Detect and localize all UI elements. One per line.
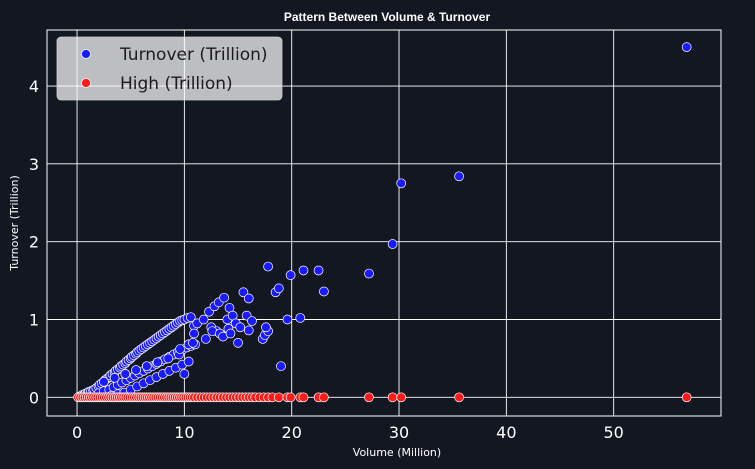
y-tick-label: 1 [29, 311, 39, 330]
data-point [387, 392, 398, 403]
y-axis-label: Turnover (Trillion) [8, 175, 21, 271]
x-tick-label: 0 [72, 423, 82, 442]
data-point [285, 270, 296, 280]
x-axis-ticks: 0 10 20 30 40 50 [72, 423, 624, 442]
data-point [364, 268, 374, 279]
y-tick-label: 3 [29, 155, 39, 174]
data-point [198, 314, 209, 325]
data-point [185, 312, 196, 323]
data-point [120, 369, 131, 379]
series-1 [73, 392, 692, 403]
legend-label-high: High (Trillion) [120, 74, 233, 94]
plot-frame [46, 29, 722, 417]
data-point [152, 357, 163, 368]
y-axis-ticks: 0 1 2 3 4 [29, 77, 39, 407]
data-point [276, 361, 286, 372]
x-tick-label: 30 [389, 423, 409, 442]
data-point [131, 365, 141, 375]
data-point [298, 265, 309, 276]
data-point [238, 287, 249, 298]
data-point [200, 334, 211, 344]
data-point [109, 373, 120, 383]
data-point [454, 171, 464, 182]
data-point [273, 392, 284, 403]
data-point [189, 328, 199, 339]
data-point [298, 392, 309, 403]
data-point [225, 328, 236, 339]
data-point [163, 353, 174, 364]
legend-box [56, 36, 283, 101]
y-tick-label: 0 [29, 388, 39, 407]
data-point [282, 314, 293, 325]
data-point [387, 239, 398, 249]
x-tick-label: 40 [496, 423, 516, 442]
data-point [396, 178, 407, 189]
data-point [681, 392, 692, 403]
data-point [261, 322, 271, 333]
x-tick-label: 50 [603, 423, 623, 442]
y-tick-label: 2 [29, 233, 39, 252]
x-tick-label: 20 [282, 423, 302, 442]
data-points [73, 42, 692, 403]
data-point [247, 316, 257, 326]
data-point [188, 337, 198, 348]
data-point [183, 356, 194, 367]
grid [47, 30, 721, 416]
data-point [263, 261, 273, 272]
data-point [285, 392, 296, 403]
legend-marker-turnover [81, 49, 91, 59]
chart-title: Pattern Between Volume & Turnover [284, 10, 491, 24]
data-point [243, 325, 254, 336]
data-point [319, 286, 329, 297]
data-point [179, 369, 190, 379]
data-point [99, 376, 109, 387]
legend-label-turnover: Turnover (Trillion) [119, 45, 268, 65]
data-point [141, 361, 152, 372]
data-point [396, 392, 407, 403]
series-0 [74, 42, 692, 402]
data-point [233, 337, 243, 348]
y-tick-label: 4 [29, 77, 39, 96]
data-point [454, 392, 464, 403]
data-point [235, 322, 246, 333]
data-point [219, 292, 229, 303]
data-point [313, 265, 324, 276]
legend-marker-high [81, 78, 91, 88]
data-point [175, 344, 185, 354]
data-point [364, 392, 374, 403]
data-point [295, 313, 306, 323]
data-point [681, 42, 692, 52]
data-point [273, 283, 284, 294]
data-point [319, 392, 329, 403]
legend: Turnover (Trillion) High (Trillion) [56, 36, 283, 101]
data-point [243, 293, 254, 304]
x-axis-label: Volume (Million) [353, 446, 441, 459]
x-tick-label: 10 [174, 423, 194, 442]
